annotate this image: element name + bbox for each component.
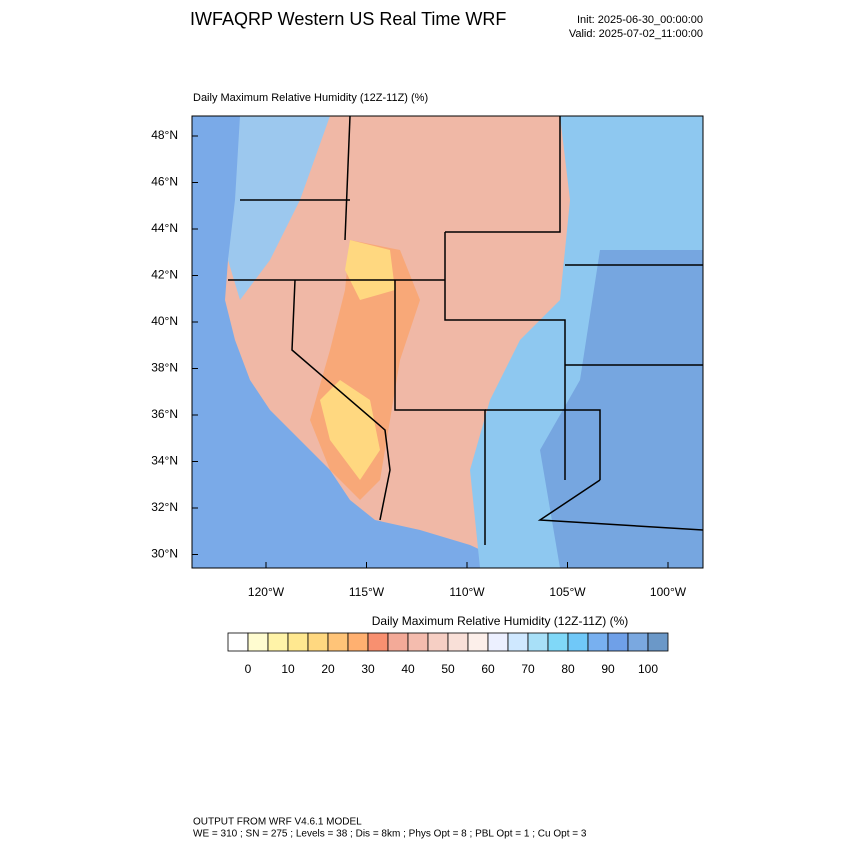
colorbar-label: 50 xyxy=(441,662,455,676)
colorbar-label: 20 xyxy=(321,662,335,676)
lat-label: 48°N xyxy=(151,128,178,142)
footer-line: WE = 310 ; SN = 275 ; Levels = 38 ; Dis … xyxy=(193,829,587,840)
colorbar-box xyxy=(227,632,249,652)
colorbar-box xyxy=(527,632,549,652)
colorbar-label: 80 xyxy=(561,662,575,676)
lat-label: 30°N xyxy=(151,547,178,561)
lon-label: 120°W xyxy=(248,585,285,599)
colorbar-box xyxy=(267,632,289,652)
colorbar-box xyxy=(567,632,589,652)
colorbar-box xyxy=(387,632,409,652)
map-frame xyxy=(191,115,704,569)
lat-label: 36°N xyxy=(151,407,178,421)
borders xyxy=(228,116,703,545)
colorbar-box xyxy=(487,632,509,652)
colorbar-box xyxy=(367,632,389,652)
colorbar-box xyxy=(427,632,449,652)
colorbar-box xyxy=(287,632,309,652)
colorbar-box xyxy=(647,632,669,652)
lon-label: 115°W xyxy=(349,585,385,599)
colorbar-box xyxy=(407,632,429,652)
init-time: Init: 2025-06-30_00:00:00 xyxy=(577,14,703,26)
lat-label: 32°N xyxy=(151,500,178,514)
colorbar-box xyxy=(327,632,349,652)
lat-label: 44°N xyxy=(151,221,178,235)
map-title: Daily Maximum Relative Humidity (12Z-11Z… xyxy=(193,92,428,104)
coastal-region xyxy=(228,116,330,300)
lon-label: 110°W xyxy=(449,585,485,599)
colorbar-label: 70 xyxy=(521,662,535,676)
dry-region xyxy=(320,380,380,480)
colorbar-box xyxy=(507,632,529,652)
lat-label: 38°N xyxy=(151,361,178,375)
lat-label: 34°N xyxy=(151,454,178,468)
colorbar-label: 40 xyxy=(401,662,415,676)
colorbar-label: 90 xyxy=(601,662,615,676)
colorbar-box xyxy=(447,632,469,652)
lon-label: 105°W xyxy=(549,585,586,599)
colorbar-label: 30 xyxy=(361,662,375,676)
colorbar-box xyxy=(627,632,649,652)
colorbar-box xyxy=(607,632,629,652)
colorbar-box xyxy=(347,632,369,652)
valid-time: Valid: 2025-07-02_11:00:00 xyxy=(569,28,703,40)
lat-label: 46°N xyxy=(151,175,178,189)
colorbar-label: 0 xyxy=(245,662,252,676)
colorbar-title: Daily Maximum Relative Humidity (12Z-11Z… xyxy=(372,614,629,628)
lon-label: 100°W xyxy=(650,585,687,599)
colorbar-box xyxy=(547,632,569,652)
colorbar-label: 100 xyxy=(638,662,658,676)
lat-label: 42°N xyxy=(151,268,178,282)
colorbar-box xyxy=(467,632,489,652)
lat-label: 40°N xyxy=(151,314,178,328)
footer-line: OUTPUT FROM WRF V4.6.1 MODEL xyxy=(193,817,362,828)
map xyxy=(191,115,704,569)
colorbar-label: 10 xyxy=(281,662,295,676)
colorbar-box xyxy=(247,632,269,652)
colorbar-label: 60 xyxy=(481,662,495,676)
title: IWFAQRP Western US Real Time WRF xyxy=(190,9,506,29)
humid-region xyxy=(540,250,703,568)
colorbar-box xyxy=(307,632,329,652)
dry-region xyxy=(345,240,395,300)
colorbar-box xyxy=(587,632,609,652)
